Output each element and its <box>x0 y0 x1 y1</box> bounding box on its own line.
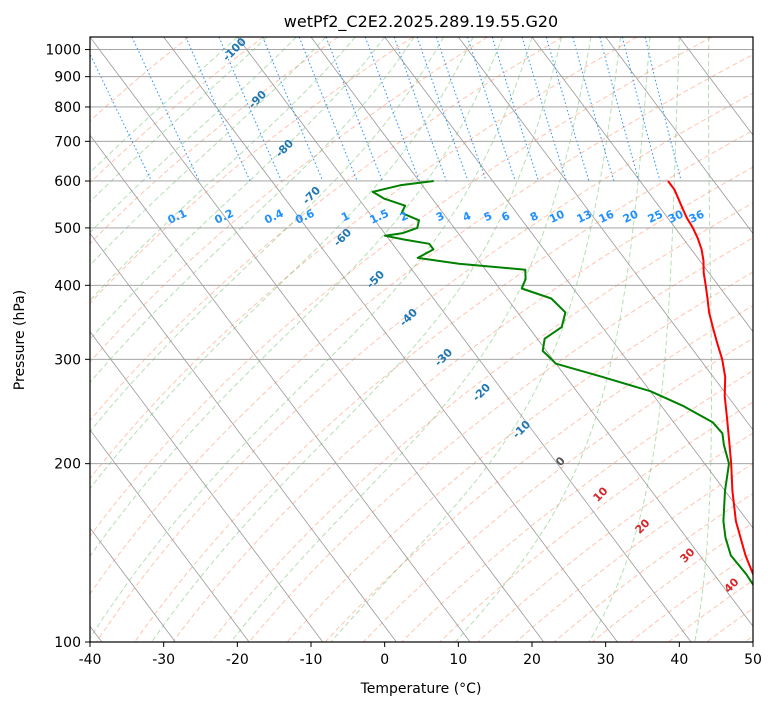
dry-adiabat <box>439 401 753 642</box>
x-tick-label: 30 <box>597 652 615 668</box>
x-axis-title: Temperature (°C) <box>360 681 482 697</box>
isotherm-line <box>605 37 753 235</box>
axes: -40 -30 -20 -10 0 10 20 30 40 50 100 200 300 400 500 60… <box>45 43 762 668</box>
y-tick-label: 300 <box>54 352 81 368</box>
moist-adiabat <box>455 37 651 642</box>
y-tick-label: 100 <box>54 635 81 651</box>
mixing-ratio-line <box>364 37 420 182</box>
moist-adiabat <box>90 37 415 384</box>
x-tick-label: 0 <box>380 652 389 668</box>
dry-adiabat <box>90 37 264 184</box>
chart-title: wetPf2_C2E2.2025.289.19.55.G20 <box>284 12 558 32</box>
mixing-ratio-label: 10 <box>547 207 567 225</box>
y-tick-label: 700 <box>54 134 81 150</box>
mixing-ratio-line <box>621 37 661 182</box>
moist-adiabat <box>588 37 680 642</box>
isotherm-line <box>310 37 753 628</box>
x-tick-label: -10 <box>300 652 323 668</box>
dewpoint-profile-line <box>371 180 753 587</box>
mixing-ratio-line <box>467 37 516 182</box>
y-tick-label: 500 <box>54 221 81 237</box>
x-tick-label: 20 <box>523 652 541 668</box>
isotherm-line <box>90 429 250 642</box>
plot-frame <box>89 36 754 643</box>
isotherm-line <box>237 37 692 642</box>
moist-adiabat <box>694 37 712 642</box>
mixing-ratio-line <box>435 37 487 182</box>
mixing-ratio-label: 13 <box>575 208 594 226</box>
dry-adiabat <box>324 304 753 642</box>
y-tick-label: 600 <box>54 174 81 190</box>
y-tick-label: 400 <box>54 278 81 294</box>
y-tick-label: 1000 <box>45 43 81 59</box>
isotherm-line <box>90 37 545 642</box>
mixing-ratio-line <box>491 37 539 182</box>
mixing-ratio-line <box>416 37 469 182</box>
mixing-ratio-line <box>393 37 447 182</box>
y-tick-label: 800 <box>54 100 81 116</box>
mixing-ratio-line <box>90 52 153 182</box>
y-tick-label: 200 <box>54 457 81 473</box>
mixing-ratio-line <box>131 37 200 182</box>
plot-area: -100-90-80-70-60-50-40-30-20-10010203040… <box>90 37 753 642</box>
mixing-ratio-line <box>644 37 682 182</box>
mixing-ratio-label: 36 <box>687 207 707 225</box>
mixing-ratio-line <box>298 37 358 182</box>
moist-adiabat <box>90 37 445 433</box>
mixing-ratio-line <box>599 37 640 182</box>
x-tick-label: 10 <box>449 652 467 668</box>
mixing-ratio-line <box>572 37 615 182</box>
mixing-ratio-label: 20 <box>621 207 641 225</box>
moist-adiabat <box>151 37 562 642</box>
x-tick-label: -20 <box>226 652 249 668</box>
moist-adiabat <box>90 37 356 302</box>
dry-adiabat <box>401 369 753 642</box>
mixing-ratio-line <box>325 37 383 182</box>
mixing-ratio-label: 30 <box>666 207 686 225</box>
moist-adiabat <box>90 37 238 174</box>
isotherm-line <box>384 37 753 529</box>
isotherm-line <box>458 37 753 431</box>
x-tick-label: -30 <box>152 652 175 668</box>
mixing-ratio-line <box>521 37 567 182</box>
x-tick-label: 50 <box>744 652 762 668</box>
moist-adiabat <box>90 37 268 203</box>
dry-adiabat <box>90 37 712 538</box>
y-tick-label: 900 <box>54 70 81 86</box>
dry-adiabat <box>172 166 753 642</box>
moist-adiabat <box>90 37 474 490</box>
isotherm-line <box>531 37 753 333</box>
mixing-ratio-label: 25 <box>646 208 665 226</box>
y-axis-title: Pressure (hPa) <box>12 290 28 390</box>
isotherm-line <box>90 331 324 642</box>
dry-adiabat <box>134 129 753 642</box>
moist-adiabat <box>90 37 327 266</box>
dry-adiabat <box>515 462 753 642</box>
moist-adiabat <box>90 37 533 640</box>
moist-adiabat <box>90 37 503 558</box>
isotherm-line <box>163 37 618 642</box>
moist-adiabat <box>330 37 621 642</box>
dry-adiabat <box>286 271 753 642</box>
isotherm-line <box>90 527 176 642</box>
isotherm-line <box>90 232 397 642</box>
dry-adiabat <box>90 37 563 422</box>
moist-adiabat <box>230 37 592 642</box>
mixing-ratio-label: 16 <box>597 207 617 225</box>
x-tick-label: -40 <box>79 652 102 668</box>
x-tick-label: 40 <box>670 652 688 668</box>
isotherm-line <box>90 134 471 642</box>
dry-adiabat <box>90 37 638 480</box>
mixing-ratio-line <box>545 37 590 182</box>
temperature-profile-line <box>667 180 753 577</box>
dry-adiabat <box>90 54 753 595</box>
dry-adiabat <box>96 92 753 642</box>
dry-adiabat <box>363 337 753 642</box>
